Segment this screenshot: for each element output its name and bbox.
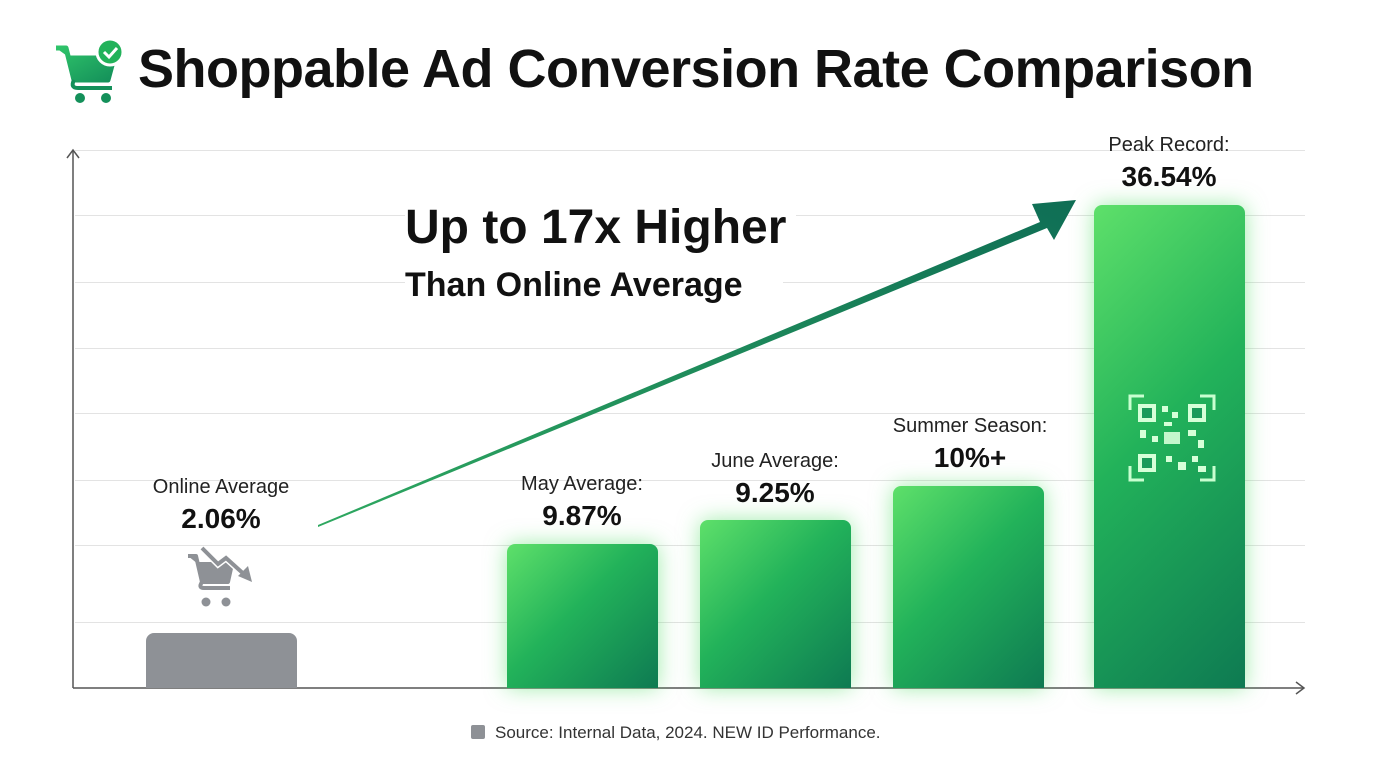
chart-title: Shoppable Ad Conversion Rate Comparison	[138, 39, 1254, 99]
category-label: Summer Season:	[892, 415, 1048, 437]
label-peak-record: Peak Record: 36.54%	[1059, 134, 1279, 193]
bar-peak-record	[1094, 205, 1245, 688]
label-may-average: May Average: 9.87%	[472, 473, 692, 532]
value-label: 36.54%	[1121, 161, 1217, 192]
value-label: 2.06%	[181, 503, 261, 534]
cart-down-icon	[188, 546, 252, 607]
bar-online-average	[146, 633, 297, 688]
bar-summer-season	[893, 486, 1044, 688]
annotation-headline: Up to 17x Higher	[405, 200, 797, 255]
category-label: Online Average	[152, 476, 290, 498]
qr-code-icon	[1128, 394, 1216, 482]
gridline	[75, 480, 1305, 481]
category-label: Peak Record:	[1108, 134, 1230, 156]
gridline	[75, 413, 1305, 414]
cart-check-icon	[56, 38, 125, 103]
value-label: 10%+	[933, 442, 1007, 473]
value-label: 9.87%	[542, 500, 622, 531]
legend-swatch	[471, 725, 485, 739]
label-summer-season: Summer Season: 10%+	[860, 415, 1080, 474]
gridline	[75, 348, 1305, 349]
bar-may-average	[507, 544, 658, 688]
gridline	[75, 545, 1305, 546]
category-label: May Average:	[521, 473, 643, 495]
value-label: 9.25%	[735, 477, 815, 508]
gridline	[75, 150, 1305, 151]
gridline	[75, 622, 1305, 623]
bar-june-average	[700, 520, 851, 688]
label-june-average: June Average: 9.25%	[665, 450, 885, 509]
label-online-average: Online Average 2.06%	[111, 476, 331, 535]
category-label: June Average:	[711, 450, 839, 472]
annotation-subline: Than Online Average	[405, 266, 783, 305]
source-note: Source: Internal Data, 2024. NEW ID Perf…	[495, 723, 881, 742]
